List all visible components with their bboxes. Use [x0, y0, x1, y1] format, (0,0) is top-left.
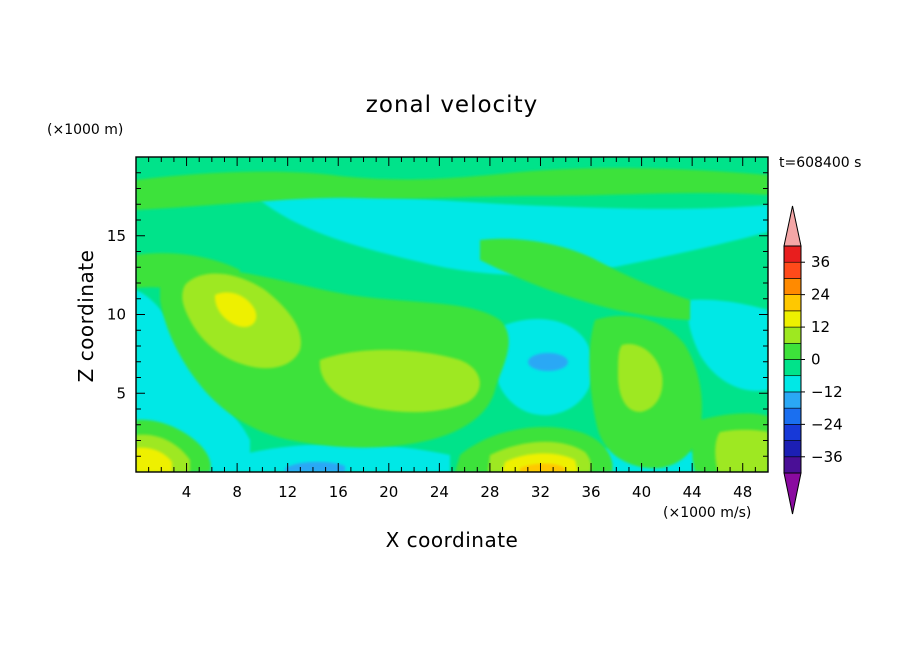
colorbar-band	[783, 261, 802, 279]
colorbar-band	[783, 326, 802, 344]
contour-lightgreen-right-lobe	[618, 344, 663, 412]
colorbar-band	[783, 310, 802, 328]
y-tick-label: 10	[107, 306, 126, 324]
colorbar-band	[783, 278, 802, 295]
y-tick-labels: 5 10 15	[107, 227, 126, 403]
y-axis-label: Z coordinate	[74, 250, 98, 383]
x-tick-label: 20	[379, 483, 398, 501]
colorbar-tick-label: 36	[811, 253, 830, 271]
y-tick-label: 5	[116, 384, 126, 402]
contour-orange-bottom-center	[520, 463, 565, 472]
colorbar-labels: 36 24 12 0 −12 −24 −36	[801, 253, 843, 466]
colorbar-tick-label: 24	[811, 286, 830, 304]
contour-green-top-band	[136, 168, 768, 210]
y-unit-label: (×1000 m)	[47, 122, 123, 138]
contour-green-upper-mid	[480, 238, 690, 320]
x-tick-label: 48	[733, 483, 752, 501]
contour-yellow-bottom-left	[136, 447, 172, 472]
x-tick-label: 12	[278, 483, 297, 501]
contour-cyan-right	[688, 299, 768, 391]
contour-cyan-top	[260, 195, 768, 276]
chart-title: zonal velocity	[366, 92, 538, 118]
colorbar-band	[783, 407, 802, 425]
colorbar	[783, 205, 802, 515]
x-tick-label: 28	[480, 483, 499, 501]
contour-yellow-left-lobe	[214, 292, 257, 328]
x-tick-label: 24	[430, 483, 449, 501]
contour-lightgreen-bottom-right	[715, 429, 768, 472]
colorbar-tick-label: 0	[811, 351, 821, 369]
contour-field	[136, 157, 768, 472]
colorbar-band	[783, 342, 802, 360]
x-tick-label: 44	[683, 483, 702, 501]
contour-blue-core	[528, 353, 568, 371]
contour-cyan-bottom	[240, 443, 450, 472]
colorbar-under-triangle	[783, 472, 802, 515]
contour-lightgreen-center-lobe	[319, 349, 480, 413]
colorbar-band	[783, 440, 802, 458]
x-axis-label: X coordinate	[386, 528, 519, 552]
x-tick-label: 8	[232, 483, 242, 501]
colorbar-band	[783, 391, 802, 409]
x-tick-labels: 4 8 12 16 20 24 28 32 36 40 44 48	[182, 483, 752, 501]
colorbar-band	[783, 294, 802, 312]
time-label: t=608400 s	[779, 155, 861, 171]
x-tick-label: 36	[581, 483, 600, 501]
axis-ticks	[136, 157, 768, 472]
colorbar-over-triangle	[783, 205, 802, 247]
colorbar-band	[783, 456, 802, 474]
x-tick-label: 40	[632, 483, 651, 501]
colorbar-band	[783, 375, 802, 393]
x-tick-label: 16	[329, 483, 348, 501]
colorbar-tick-label: −36	[811, 448, 843, 466]
colorbar-band	[783, 245, 802, 263]
colorbar-band	[783, 359, 802, 377]
x-tick-label: 32	[531, 483, 550, 501]
x-tick-label: 4	[182, 483, 192, 501]
y-tick-label: 15	[107, 227, 126, 245]
colorbar-tick-label: −12	[811, 383, 843, 401]
colorbar-tick-label: 12	[811, 318, 830, 336]
colorbar-unit-label: (×1000 m/s)	[663, 505, 751, 521]
colorbar-tick-label: −24	[811, 415, 843, 433]
colorbar-band	[783, 424, 802, 441]
